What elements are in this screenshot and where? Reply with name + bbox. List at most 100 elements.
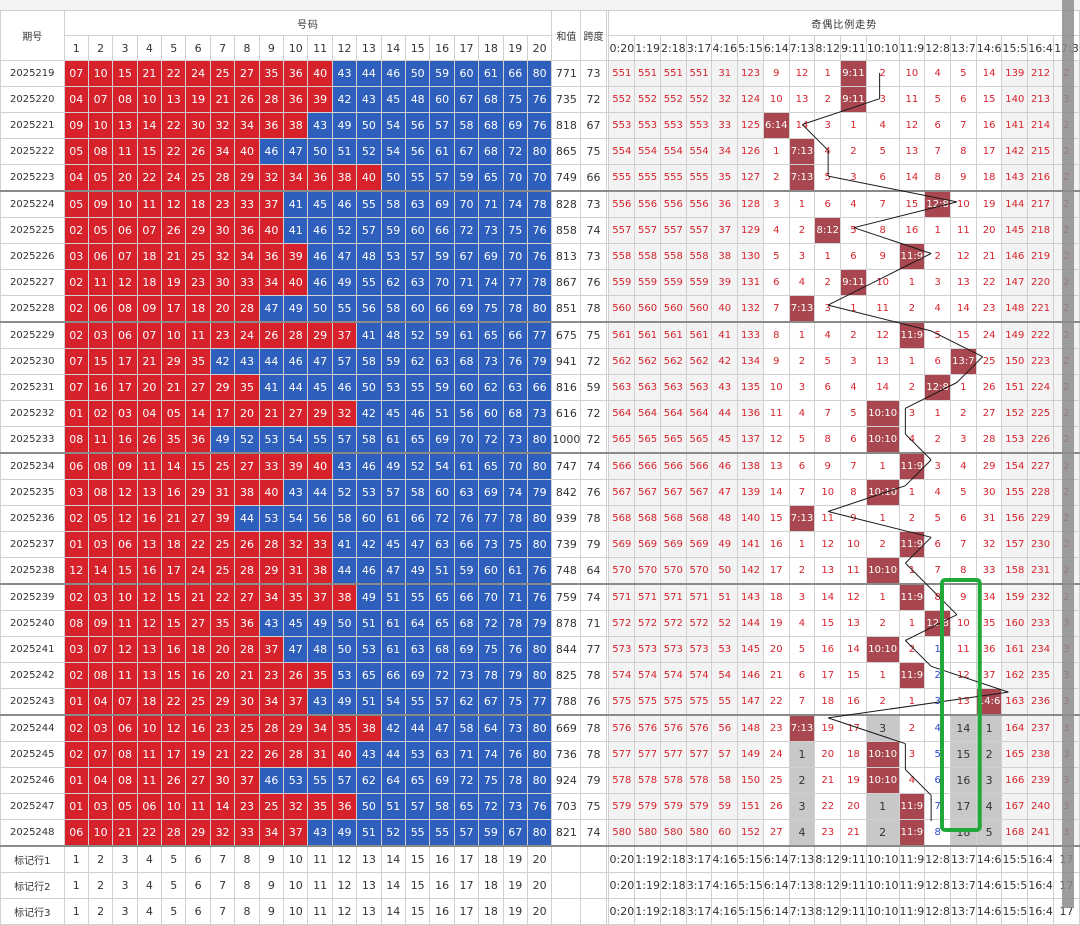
marker-ratio-cell[interactable]: 8:12 <box>814 872 842 899</box>
table-row[interactable]: 2025229 02 03 06 07 10 11 23 24 26 28 29 37 41 48 52 59 6… <box>0 321 1080 349</box>
marker-number-cell[interactable]: 18 <box>478 845 504 873</box>
table-row[interactable]: 2025236 02 05 12 16 21 27 39 44 53 54 56 58 60 61 66 72 7… <box>0 505 1080 532</box>
table-row[interactable]: 2025223 04 05 20 22 24 25 28 29 32 34 36 38 40 50 55 57 5… <box>0 164 1080 192</box>
table-row[interactable]: 2025238 12 14 15 16 17 24 25 28 29 31 38 44 46 47 49 51 5… <box>0 557 1080 585</box>
marker-number-cell[interactable]: 2 <box>87 872 114 899</box>
marker-ratio-cell[interactable]: 15:5 <box>1001 872 1029 899</box>
table-row[interactable]: 2025246 01 04 08 11 26 27 30 37 46 53 55 57 62 64 65 69 7… <box>0 767 1080 794</box>
marker-ratio-cell[interactable]: 2:18 <box>659 845 687 873</box>
marker-number-cell[interactable]: 12 <box>331 872 358 899</box>
number-ball: 72 <box>429 662 455 689</box>
table-row[interactable]: 2025241 03 07 12 13 16 18 20 28 37 47 48 50 53 61 63 68 6… <box>0 636 1080 663</box>
marker-ratio-cell[interactable]: 2:18 <box>659 872 687 899</box>
table-row[interactable]: 2025231 07 16 17 20 21 27 29 35 41 44 45 46 50 53 55 59 6… <box>0 374 1080 401</box>
number-ball: 15 <box>185 452 211 480</box>
marker-ratio-cell[interactable]: 13:7 <box>950 845 977 873</box>
marker-number-cell[interactable]: 1 <box>63 845 89 873</box>
ratio-miss-cell: 6 <box>814 374 842 401</box>
marker-number-cell[interactable]: 8 <box>234 845 260 873</box>
marker-number-cell[interactable]: 9 <box>258 872 285 899</box>
number-ball: 50 <box>307 138 333 165</box>
marker-ratio-cell[interactable]: 0:20 <box>608 845 636 873</box>
marker-number-cell[interactable]: 3 <box>112 845 138 873</box>
table-row[interactable]: 2025242 02 08 11 13 15 16 20 21 23 26 35 53 65 66 69 72 7… <box>0 662 1080 689</box>
marker-number-cell[interactable]: 20 <box>526 845 553 873</box>
ratio-miss-cell: 12 <box>898 112 926 139</box>
marker-number-cell[interactable]: 18 <box>478 872 504 899</box>
number-ball: 09 <box>63 112 89 139</box>
table-row[interactable]: 2025227 02 11 12 18 19 23 30 33 34 40 46 49 55 62 63 70 7… <box>0 269 1080 296</box>
ratio-miss-cell: 558 <box>685 243 713 270</box>
marker-number-cell[interactable]: 15 <box>404 872 431 899</box>
ratio-miss-cell: 555 <box>659 164 687 192</box>
number-ball: 58 <box>331 505 358 532</box>
marker-ratio-cell[interactable]: 11:9 <box>898 872 926 899</box>
marker-number-cell[interactable]: 11 <box>307 845 333 873</box>
number-ball: 58 <box>453 714 480 742</box>
marker-ratio-cell[interactable]: 12:8 <box>924 845 951 873</box>
marker-ratio-cell[interactable]: 4:16 <box>711 845 739 873</box>
marker-row[interactable]: 标记行2 1 2 3 4 5 6 7 8 9 10 11 12 13 14 15 16 17 18 19 20 0:20 1… <box>0 872 1080 899</box>
marker-number-cell[interactable]: 13 <box>356 872 382 899</box>
table-row[interactable]: 2025232 01 02 03 04 05 14 17 20 21 27 29 32 42 45 46 51 5… <box>0 400 1080 427</box>
table-row[interactable]: 2025222 05 08 11 15 22 26 34 40 46 47 50 51 52 54 56 61 6… <box>0 138 1080 165</box>
marker-number-cell[interactable]: 6 <box>185 872 211 899</box>
marker-number-cell[interactable]: 15 <box>404 845 431 873</box>
marker-ratio-cell[interactable]: 12:8 <box>924 872 951 899</box>
marker-number-cell[interactable]: 16 <box>429 845 455 873</box>
ratio-miss-cell: 8 <box>924 164 951 192</box>
table-row[interactable]: 2025237 01 03 06 13 18 22 25 26 28 32 33 41 42 45 47 63 6… <box>0 531 1080 558</box>
table-row[interactable]: 2025221 09 10 13 14 22 30 32 34 36 38 43 49 50 54 56 57 5… <box>0 112 1080 139</box>
marker-ratio-cell[interactable]: 10:10 <box>865 845 900 873</box>
number-ball: 28 <box>161 819 187 847</box>
table-row[interactable]: 2025228 02 06 08 09 17 18 20 28 47 49 50 55 56 58 60 66 6… <box>0 295 1080 323</box>
number-ball: 03 <box>63 479 89 506</box>
number-ball: 06 <box>112 321 138 349</box>
ratio-miss-cell: 124 <box>737 86 764 113</box>
table-row[interactable]: 2025230 07 15 17 21 29 35 42 43 44 46 47 57 58 59 62 63 6… <box>0 348 1080 375</box>
ratio-miss-cell: 18 <box>950 819 977 847</box>
marker-number-cell[interactable]: 1 <box>63 872 89 899</box>
marker-ratio-cell[interactable]: 9:11 <box>840 872 867 899</box>
marker-number-cell[interactable]: 10 <box>283 872 309 899</box>
number-ball: 69 <box>429 190 455 218</box>
ratio-miss-cell: 21 <box>975 243 1003 270</box>
ratio-miss-cell: 148 <box>1001 295 1029 323</box>
number-column-header: 4 <box>136 35 163 61</box>
marker-number-cell[interactable]: 4 <box>136 845 163 873</box>
marker-ratio-cell[interactable]: 15:5 <box>1001 845 1029 873</box>
marker-number-cell[interactable]: 11 <box>307 872 333 899</box>
number-ball: 76 <box>526 557 553 585</box>
marker-ratio-cell[interactable]: 4:16 <box>711 872 739 899</box>
vertical-scrollbar[interactable] <box>1062 0 1074 908</box>
marker-ratio-cell[interactable]: 7:13 <box>788 872 816 899</box>
table-row[interactable]: 2025245 02 07 08 11 17 19 21 22 26 28 31 40 43 44 53 63 7… <box>0 741 1080 768</box>
table-row[interactable]: 2025248 06 10 21 22 28 29 32 33 34 37 43 49 51 52 55 55 5… <box>0 819 1080 847</box>
number-ball: 62 <box>380 269 407 296</box>
ratio-miss-cell: 10 <box>950 610 977 637</box>
marker-ratio-cell[interactable]: 11:9 <box>898 845 926 873</box>
ratio-miss-cell: 566 <box>685 452 713 480</box>
number-ball: 55 <box>356 269 382 296</box>
marker-ratio-cell[interactable]: 5:15 <box>737 845 764 873</box>
number-ball: 40 <box>234 138 260 165</box>
table-row[interactable]: 2025234 06 08 09 11 14 15 25 27 33 39 40 43 46 49 52 54 6… <box>0 452 1080 480</box>
ratio-miss-cell: 147 <box>1001 269 1029 296</box>
marker-number-cell[interactable]: 20 <box>526 872 553 899</box>
marker-number-cell[interactable]: 12 <box>331 845 358 873</box>
marker-number-cell[interactable]: 8 <box>234 872 260 899</box>
marker-number-cell[interactable]: 14 <box>380 845 407 873</box>
period-cell: 2025235 <box>0 479 65 506</box>
table-row[interactable]: 2025247 01 03 05 06 10 11 14 23 25 32 35 36 50 51 57 58 6… <box>0 793 1080 820</box>
trend-line-segment <box>828 175 957 203</box>
marker-number-cell[interactable]: 17 <box>453 845 480 873</box>
table-row[interactable]: 2025239 02 03 10 12 15 21 22 27 34 35 37 38 49 51 55 65 6… <box>0 583 1080 611</box>
marker-number-cell[interactable]: 10 <box>283 845 309 873</box>
table-row[interactable]: 2025225 02 05 06 07 26 29 30 36 40 41 46 52 57 59 60 66 7… <box>0 217 1080 244</box>
marker-ratio-cell[interactable]: 3:17 <box>685 845 713 873</box>
table-row[interactable]: 2025240 08 09 11 12 15 27 35 36 43 45 49 50 51 61 64 65 6… <box>0 610 1080 637</box>
table-row[interactable]: 2025220 04 07 08 10 13 19 21 26 28 36 39 42 43 45 48 60 6… <box>0 86 1080 113</box>
marker-row[interactable]: 标记行1 1 2 3 4 5 6 7 8 9 10 11 12 13 14 15 16 17 18 19 20 0:20 1… <box>0 845 1080 873</box>
marker-number-cell[interactable]: 16 <box>429 872 455 899</box>
